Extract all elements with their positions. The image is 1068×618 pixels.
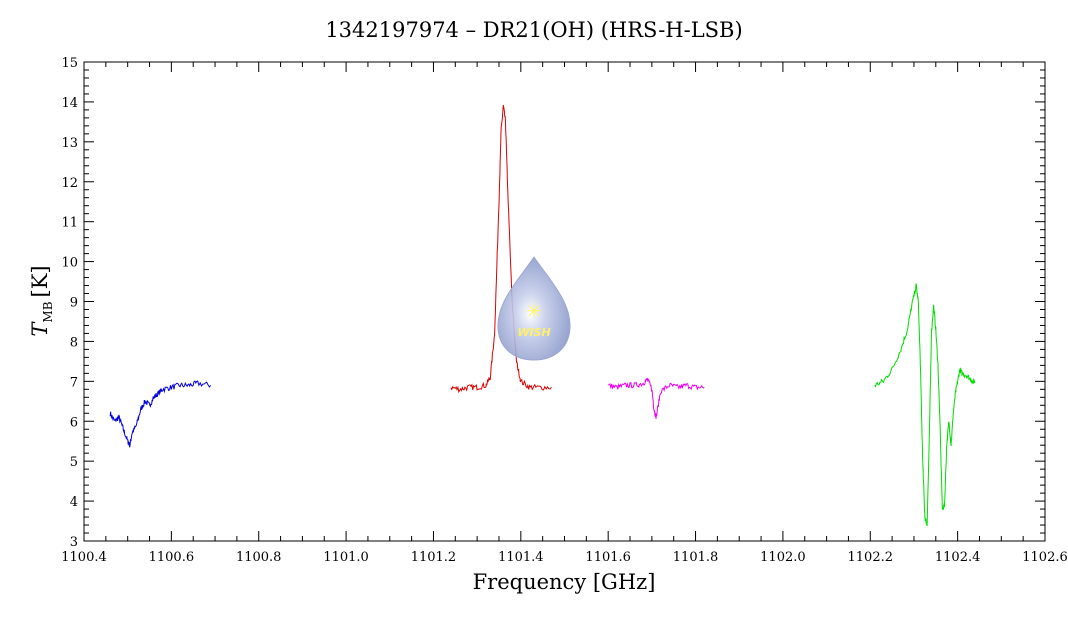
y-axis-label-main: T	[28, 321, 52, 337]
x-tick-label: 1101.4	[498, 550, 544, 565]
x-tick-label: 1101.6	[585, 550, 631, 565]
y-tick-label: 7	[70, 375, 78, 390]
y-tick-label: 12	[61, 176, 78, 191]
plot-frame	[83, 61, 1046, 542]
x-tick-label: 1101.2	[411, 550, 457, 565]
x-tick-label: 1100.4	[61, 550, 107, 565]
series-line-1	[109, 380, 212, 448]
y-axis: 3 4 5 6 7 8 9 10 11 12 13 14 15	[61, 56, 1045, 550]
y-axis-label-unit: [K]	[28, 265, 52, 297]
wish-logo: ✳ WISH	[497, 256, 571, 361]
y-tick-label: 8	[70, 335, 78, 350]
y-tick-label: 14	[61, 96, 78, 111]
y-tick-label: 6	[70, 415, 78, 430]
y-axis-label: TMB [K]	[28, 265, 55, 336]
chart-title: 1342197974 – DR21(OH) (HRS-H-LSB)	[325, 18, 743, 42]
series-line-2	[450, 104, 552, 394]
y-tick-label: 11	[61, 216, 78, 231]
y-tick-label: 15	[61, 56, 78, 71]
y-tick-label: 9	[70, 296, 78, 311]
x-tick-label: 1100.6	[149, 550, 195, 565]
series-line-3	[608, 377, 705, 420]
wish-drop-icon	[497, 256, 571, 361]
svg-text:TMB[K]: TMB [K]	[28, 265, 55, 336]
x-axis: 1100.4 1100.6 1100.8 1101.0 1101.2 1101.4 1101…	[61, 62, 1068, 565]
wish-star-icon: ✳	[526, 299, 543, 323]
y-tick-label: 3	[70, 535, 78, 550]
y-tick-label: 5	[70, 455, 78, 470]
x-tick-label: 1101.8	[673, 550, 719, 565]
x-tick-label: 1101.0	[323, 550, 369, 565]
x-tick-label: 1102.6	[1022, 550, 1068, 565]
series-layer	[109, 104, 976, 527]
y-tick-label: 4	[70, 495, 78, 510]
x-tick-label: 1102.4	[935, 550, 981, 565]
x-tick-label: 1102.0	[760, 550, 806, 565]
y-tick-label: 10	[61, 256, 78, 271]
x-axis-label: Frequency [GHz]	[473, 570, 656, 594]
y-tick-label: 13	[61, 136, 78, 151]
series-line-4	[874, 283, 976, 527]
x-tick-label: 1102.2	[848, 550, 894, 565]
x-tick-label: 1100.8	[236, 550, 282, 565]
wish-logo-text: WISH	[517, 326, 550, 339]
y-axis-label-sub: MB	[41, 301, 55, 322]
